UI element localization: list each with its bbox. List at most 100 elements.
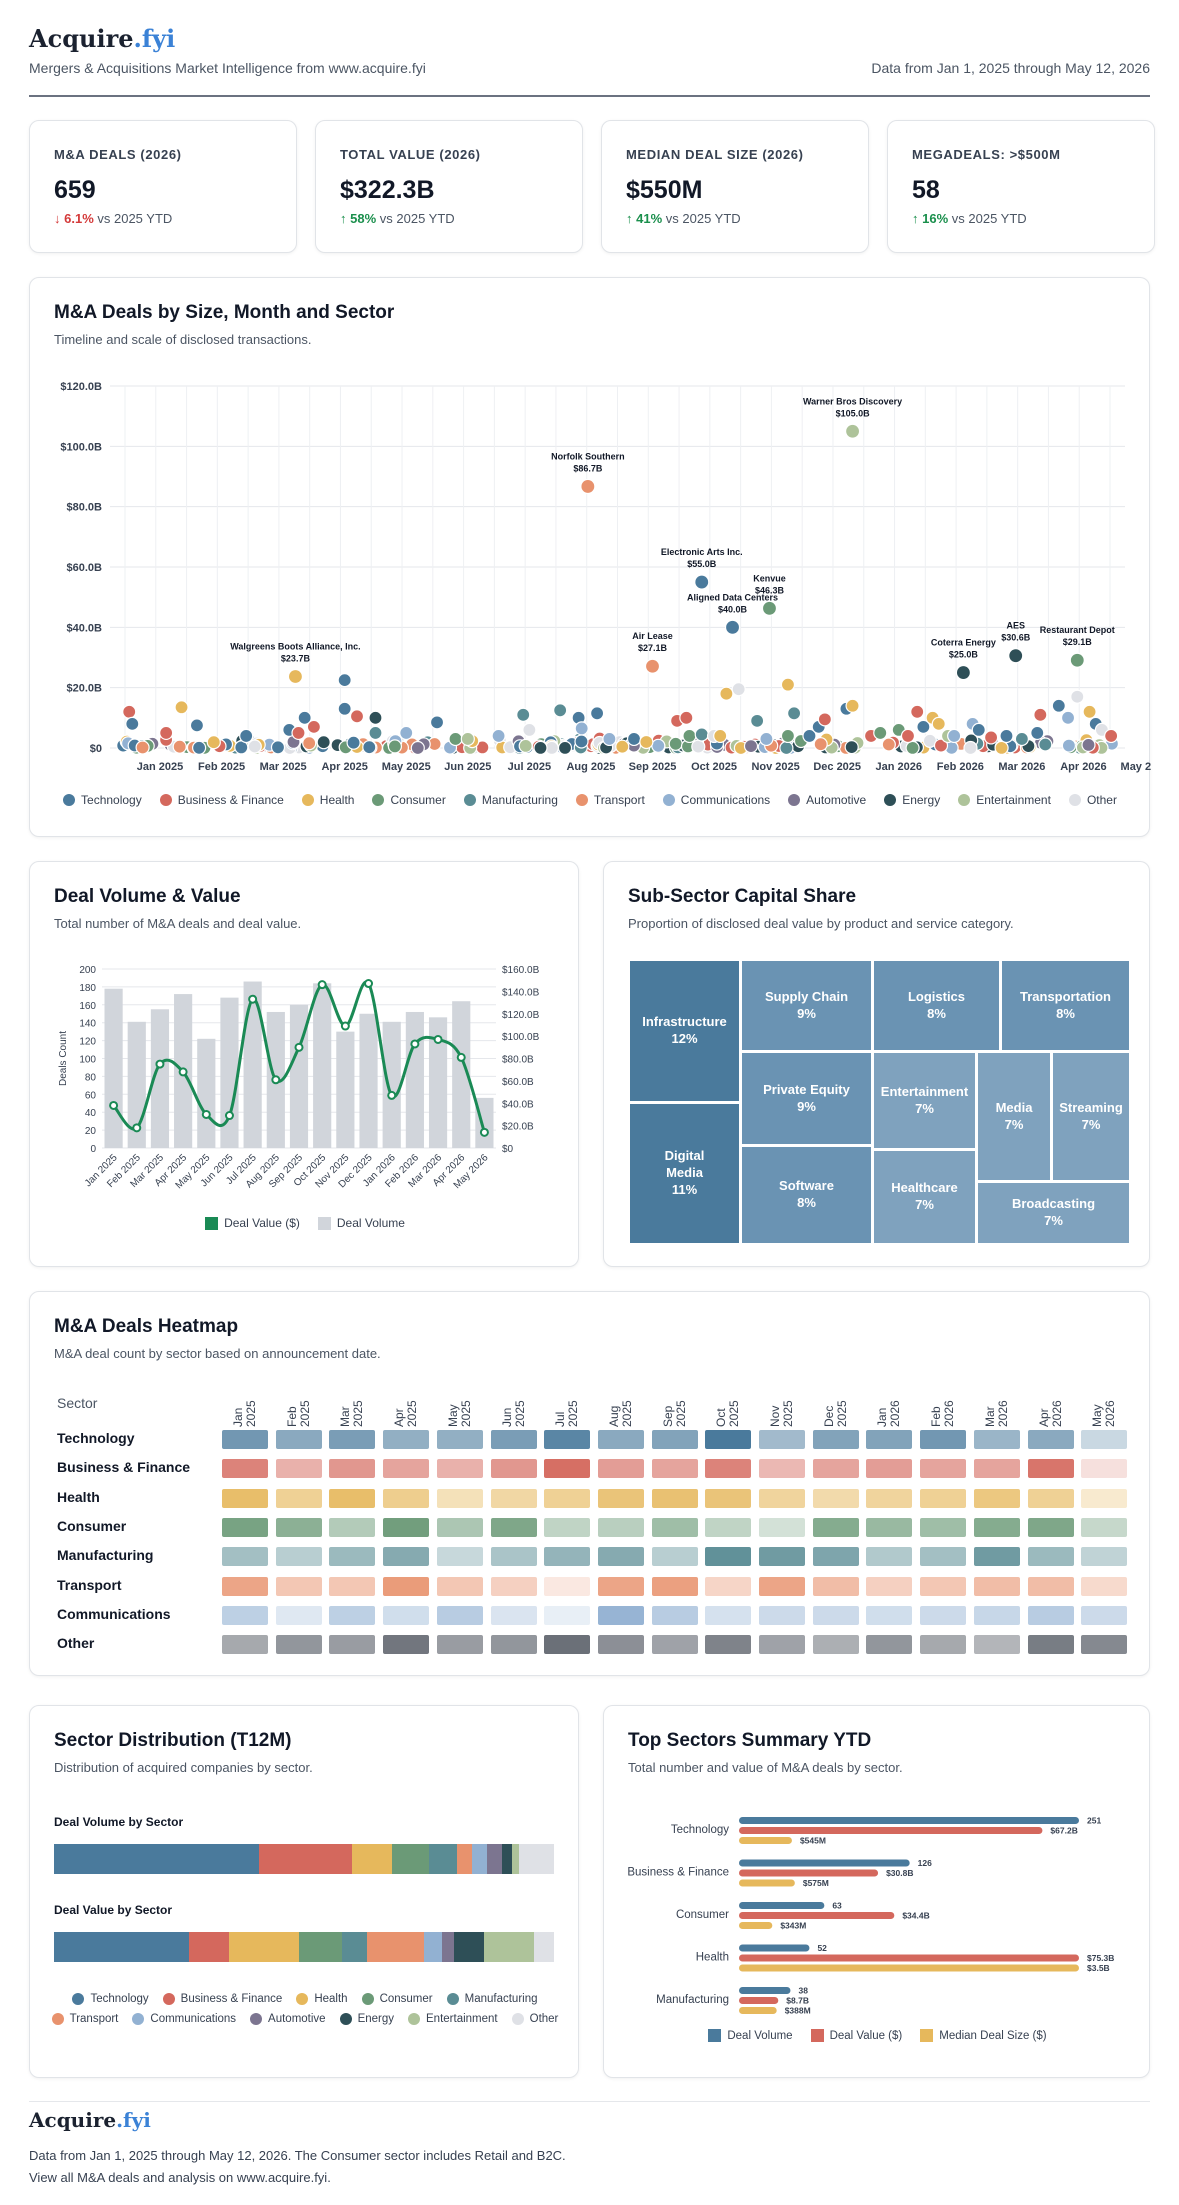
deal-point[interactable]	[589, 706, 605, 721]
heatmap-cell[interactable]	[651, 1430, 698, 1449]
deal-value-point[interactable]	[224, 1111, 234, 1121]
heatmap-cell[interactable]	[597, 1517, 644, 1537]
heatmap-cell[interactable]	[383, 1635, 430, 1655]
heatmap-cell[interactable]	[1027, 1517, 1074, 1537]
legend-item-technology[interactable]: Technology	[72, 1993, 149, 2005]
summary-bar[interactable]	[739, 2007, 777, 2014]
heatmap-cell[interactable]	[1027, 1576, 1074, 1596]
heatmap-cell[interactable]	[275, 1605, 322, 1625]
deal-point[interactable]	[522, 722, 537, 737]
deal-value-point[interactable]	[364, 979, 374, 989]
volume-bar[interactable]	[382, 1021, 401, 1148]
deal-point[interactable]	[668, 736, 683, 751]
heatmap-cell[interactable]	[866, 1547, 913, 1567]
deal-point[interactable]	[192, 740, 207, 755]
treemap-tile-healthcare[interactable]: Healthcare 7%	[874, 1151, 975, 1243]
heatmap-cell[interactable]	[1027, 1488, 1074, 1508]
heatmap-cell[interactable]	[920, 1576, 967, 1596]
heatmap-cell[interactable]	[651, 1517, 698, 1537]
deal-point[interactable]	[626, 731, 642, 747]
deal-point[interactable]	[1081, 737, 1096, 752]
summary-bar[interactable]	[739, 1922, 773, 1929]
heatmap-cell[interactable]	[544, 1605, 591, 1625]
deal-point[interactable]	[639, 734, 654, 750]
deal-point[interactable]	[429, 715, 445, 730]
heatmap-cell[interactable]	[490, 1488, 537, 1508]
deal-point[interactable]	[679, 710, 694, 725]
segment-technology[interactable]	[54, 1932, 189, 1962]
deal-value-point[interactable]	[387, 1090, 397, 1100]
heatmap-cell[interactable]	[705, 1430, 752, 1449]
legend-item-other[interactable]: Other	[511, 2013, 558, 2025]
deal-point[interactable]	[759, 731, 774, 747]
legend-deal-value[interactable]: Deal Value ($)	[810, 2029, 902, 2042]
heatmap-cell[interactable]	[490, 1459, 537, 1479]
deal-point[interactable]	[694, 727, 709, 742]
heatmap-cell[interactable]	[920, 1635, 967, 1655]
heatmap-cell[interactable]	[544, 1517, 591, 1537]
deal-point[interactable]	[813, 737, 828, 752]
treemap-tile-digital-media[interactable]: Digital Media 11%	[630, 1104, 739, 1243]
heatmap-cell[interactable]	[329, 1635, 376, 1655]
heatmap-cell[interactable]	[436, 1547, 483, 1567]
deal-point[interactable]	[1060, 710, 1076, 725]
heatmap-cell[interactable]	[1081, 1517, 1128, 1537]
summary-bar[interactable]	[739, 1964, 1079, 1972]
deal-point[interactable]	[448, 731, 463, 747]
legend-item-other[interactable]: Other	[1068, 793, 1117, 807]
deal-point[interactable]	[933, 738, 949, 753]
heatmap-cell[interactable]	[597, 1547, 644, 1567]
legend-item-communications[interactable]: Communications	[132, 2013, 236, 2025]
segment-automotive[interactable]	[441, 1932, 454, 1962]
heatmap-cell[interactable]	[973, 1459, 1020, 1479]
legend-item-technology[interactable]: Technology	[63, 793, 142, 807]
deal-point-labeled[interactable]	[955, 664, 971, 681]
legend-item-business-finance[interactable]: Business & Finance	[159, 793, 284, 807]
deal-point[interactable]	[239, 728, 254, 744]
heatmap-cell[interactable]	[920, 1517, 967, 1537]
heatmap-cell[interactable]	[866, 1459, 913, 1479]
deal-point[interactable]	[574, 721, 589, 736]
heatmap-cell[interactable]	[436, 1488, 483, 1508]
heatmap-cell[interactable]	[1027, 1459, 1074, 1479]
treemap-tile-media[interactable]: Media 7%	[978, 1053, 1050, 1180]
heatmap-cell[interactable]	[1081, 1459, 1128, 1479]
deal-point-labeled[interactable]	[287, 668, 304, 685]
deal-point[interactable]	[691, 739, 706, 754]
heatmap-cell[interactable]	[1027, 1547, 1074, 1567]
deal-point[interactable]	[1061, 738, 1077, 753]
segment-other[interactable]	[519, 1844, 554, 1874]
summary-bar[interactable]	[739, 1912, 895, 1919]
summary-bar[interactable]	[739, 1902, 825, 1909]
deal-point[interactable]	[189, 718, 205, 733]
deal-point[interactable]	[291, 725, 306, 741]
heatmap-cell[interactable]	[973, 1430, 1020, 1449]
segment-business-finance[interactable]	[189, 1932, 229, 1962]
heatmap-cell[interactable]	[705, 1547, 752, 1567]
deal-point[interactable]	[682, 728, 697, 744]
heatmap-cell[interactable]	[222, 1635, 268, 1655]
heatmap-cell[interactable]	[973, 1576, 1020, 1596]
legend-item-automotive[interactable]: Automotive	[250, 2013, 326, 2025]
heatmap-cell[interactable]	[973, 1605, 1020, 1625]
heatmap-cell[interactable]	[544, 1547, 591, 1567]
deal-value-point[interactable]	[479, 1127, 489, 1137]
heatmap-cell[interactable]	[329, 1605, 376, 1625]
heatmap-cell[interactable]	[383, 1517, 430, 1537]
heatmap-cell[interactable]	[973, 1635, 1020, 1655]
deal-point[interactable]	[931, 716, 946, 731]
heatmap-cell[interactable]	[436, 1635, 483, 1655]
segment-communications[interactable]	[424, 1932, 442, 1962]
volume-bar[interactable]	[289, 1004, 309, 1148]
heatmap-cell[interactable]	[383, 1547, 430, 1567]
heatmap-cell[interactable]	[329, 1430, 376, 1449]
heatmap-cell[interactable]	[866, 1576, 913, 1596]
deal-point-labeled[interactable]	[761, 600, 778, 616]
deal-point[interactable]	[125, 716, 140, 731]
deal-point[interactable]	[750, 713, 765, 728]
heatmap-cell[interactable]	[222, 1605, 268, 1625]
deal-point[interactable]	[1082, 704, 1097, 719]
heatmap-cell[interactable]	[275, 1576, 322, 1596]
treemap-tile-logistics[interactable]: Logistics 8%	[874, 961, 999, 1050]
deal-value-point[interactable]	[271, 1075, 281, 1085]
